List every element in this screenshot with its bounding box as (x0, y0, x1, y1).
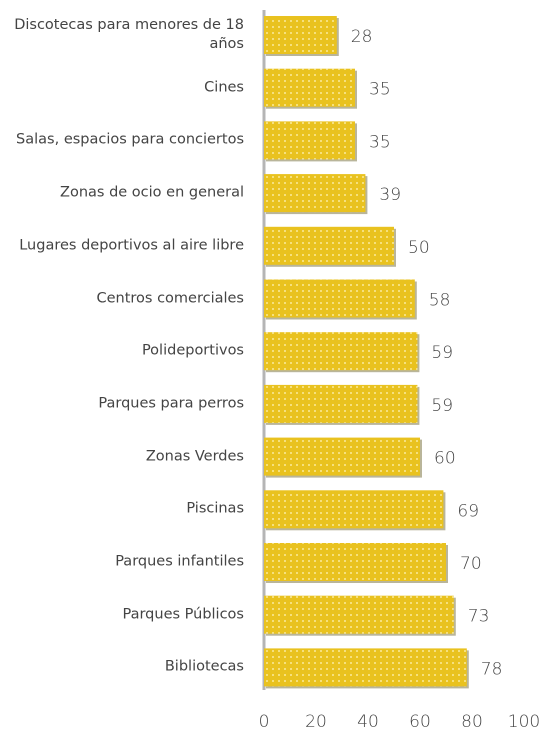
bar-texture (264, 226, 394, 265)
value-label: 35 (369, 132, 391, 152)
bar-texture (264, 121, 355, 160)
value-label: 60 (434, 449, 456, 469)
category-label: Piscinas (186, 500, 244, 517)
bar-texture (264, 648, 467, 687)
bar-texture (264, 279, 415, 318)
category-label: Zonas de ocio en general (60, 184, 244, 201)
bar-texture (264, 332, 418, 371)
category-label: Bibliotecas (164, 658, 244, 675)
value-label: 50 (408, 238, 430, 258)
x-tick-label: 80 (461, 712, 483, 730)
x-tick-label: 100 (508, 712, 540, 730)
bar-texture (264, 437, 420, 476)
x-tick-label: 40 (357, 712, 379, 730)
value-label: 70 (460, 554, 482, 574)
value-label: 73 (468, 607, 490, 627)
category-label: Parques infantiles (115, 553, 244, 570)
value-label: 59 (431, 343, 453, 363)
bar-texture (264, 543, 446, 581)
category-label: Polideportivos (141, 342, 244, 359)
x-tick-label: 0 (259, 712, 270, 730)
category-label: Cines (204, 79, 244, 96)
value-label: 35 (369, 80, 391, 100)
category-label: Parques Públicos (122, 606, 244, 623)
bar-texture (264, 68, 355, 107)
category-label: Discotecas para menores de 18 años (14, 17, 244, 52)
bar-texture (264, 384, 418, 423)
bar-texture (264, 490, 444, 529)
category-label: Centros comerciales (96, 290, 244, 306)
bar-texture (264, 174, 366, 213)
value-label: 28 (351, 27, 373, 47)
value-label: 39 (379, 185, 401, 205)
category-label: Salas, espacios para conciertos (16, 131, 244, 148)
bar-texture (264, 595, 454, 634)
value-label: 59 (431, 396, 453, 416)
x-tick-label: 20 (305, 712, 327, 730)
value-label: 69 (457, 501, 479, 521)
category-label: Zonas Verdes (145, 448, 244, 465)
bar-texture (264, 16, 337, 54)
value-label: 58 (429, 291, 451, 311)
value-label: 78 (481, 659, 503, 679)
x-tick-label: 60 (409, 712, 431, 730)
category-label: Lugares deportivos al aire libre (19, 237, 244, 254)
category-label: Parques para perros (98, 395, 244, 412)
